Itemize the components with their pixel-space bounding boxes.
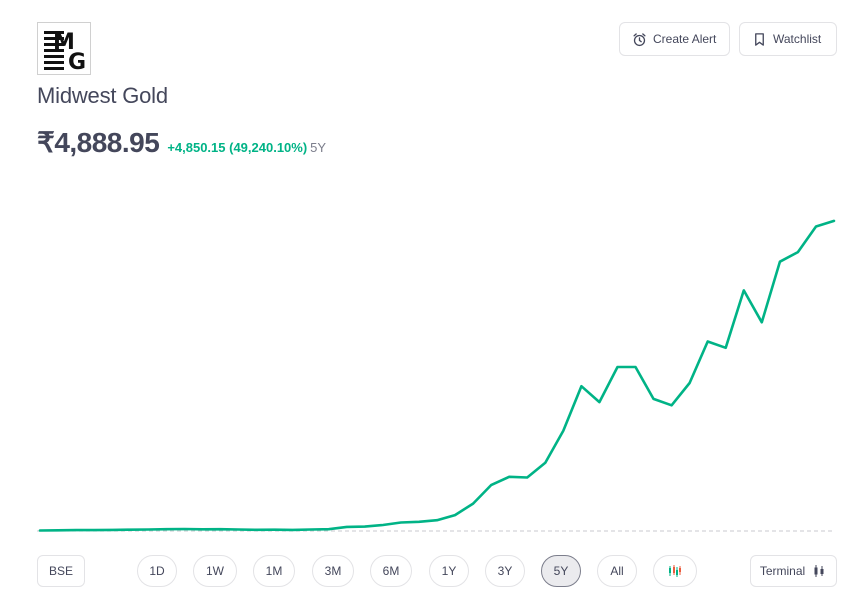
terminal-button[interactable]: Terminal [750,555,837,587]
logo-letter-m: M [53,30,75,55]
range-button-1y[interactable]: 1Y [429,555,469,587]
current-price: ₹4,888.95 [37,127,160,158]
range-label: 1Y [441,564,457,578]
terminal-label: Terminal [759,564,806,578]
terminal-candles-icon [814,565,824,577]
range-button-6m[interactable]: 6M [370,555,412,587]
bookmark-icon [755,32,764,46]
watchlist-label: Watchlist [773,32,822,46]
range-button-1m[interactable]: 1M [253,555,295,587]
candlestick-icon [669,565,681,577]
change-period: 5Y [310,140,327,155]
range-label: 1W [206,564,224,578]
stock-name: Midwest Gold [37,83,168,108]
range-button-1d[interactable]: 1D [137,555,177,587]
range-button-3m[interactable]: 3M [312,555,354,587]
range-button-5y[interactable]: 5Y [541,555,581,587]
logo-mark: M G [44,30,86,74]
range-label: 5Y [553,564,569,578]
range-label: 3M [324,564,342,578]
price-change: +4,850.15 (49,240.10%) [167,140,308,155]
company-logo: M G [37,22,91,75]
range-button-3y[interactable]: 3Y [485,555,525,587]
create-alert-label: Create Alert [653,32,717,46]
range-label: 6M [382,564,400,578]
range-label: 1D [149,564,165,578]
exchange-label: BSE [48,564,73,578]
range-label: All [610,564,624,578]
candlestick-chart-button[interactable] [653,555,697,587]
range-button-all[interactable]: All [597,555,637,587]
range-label: 3Y [497,564,513,578]
price-row: ₹4,888.95 +4,850.15 (49,240.10%) 5Y [37,126,326,159]
alarm-clock-icon [633,32,646,46]
range-label: 1M [265,564,283,578]
create-alert-button[interactable]: Create Alert [619,22,730,56]
exchange-toggle-button[interactable]: BSE [37,555,85,587]
price-line-series [38,219,836,532]
range-button-1w[interactable]: 1W [193,555,237,587]
logo-letter-g: G [68,50,86,74]
watchlist-button[interactable]: Watchlist [739,22,837,56]
